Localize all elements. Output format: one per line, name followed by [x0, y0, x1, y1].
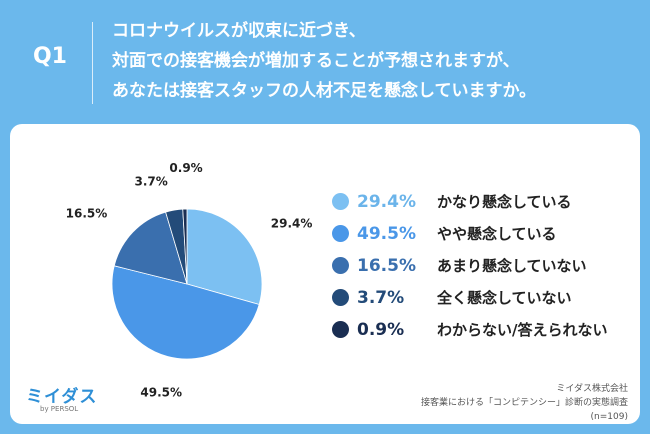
source-note: ミイダス株式会社 接客業における「コンピテンシー」診断の実態調査 (n=109) [421, 382, 628, 424]
question-text: コロナウイルスが収束に近づき、 対面での接客機会が増加することが予想されますが、… [112, 16, 642, 106]
legend-value: 29.4% [357, 192, 416, 212]
legend-item-3: 16.5% あまり懸念していない [332, 254, 622, 278]
legend-label: わからない/答えられない [437, 321, 608, 339]
legend-label: 全く懸念していない [437, 289, 572, 307]
pie-slice-3 [113, 211, 188, 285]
source-line-1: ミイダス株式会社 [556, 384, 628, 394]
source-line-3: (n=109) [590, 412, 628, 422]
header-divider [92, 22, 93, 104]
pie-chart: 29.4% 49.5% 16.5% 3.7%0.9% [66, 161, 313, 400]
legend-value: 0.9% [357, 320, 405, 340]
legend-swatch [332, 225, 349, 242]
legend-swatch [332, 193, 349, 210]
pie-value-label-4: 3.7% [135, 174, 168, 188]
legend-swatch [332, 257, 349, 274]
question-label: Q1 [32, 44, 67, 69]
brand-logo: ミイダス by PERSOL [26, 382, 97, 413]
question-header: Q1 コロナウイルスが収束に近づき、 対面での接客機会が増加することが予想されま… [0, 0, 650, 124]
legend-label: やや懸念している [437, 225, 557, 243]
source-line-2: 接客業における「コンピテンシー」診断の実態調査 [420, 398, 628, 408]
pie-value-label-3: 16.5% [66, 206, 108, 220]
question-line-2: 対面での接客機会が増加することが予想されますが、 [112, 51, 520, 71]
question-line-1: コロナウイルスが収束に近づき、 [112, 21, 366, 41]
legend-label: かなり懸念している [437, 193, 572, 211]
legend-item-2: 49.5% やや懸念している [332, 222, 622, 246]
legend-swatch [332, 321, 349, 338]
question-line-3: あなたは接客スタッフの人材不足を懸念していますか。 [112, 81, 537, 101]
legend-item-4: 3.7% 全く懸念していない [332, 286, 622, 310]
pie-value-label-5: 0.9% [169, 161, 202, 175]
legend-item-5: 0.9% わからない/答えられない [332, 318, 622, 342]
legend-value: 16.5% [357, 256, 416, 276]
legend-value: 49.5% [357, 224, 416, 244]
legend-label: あまり懸念していない [437, 257, 587, 275]
pie-value-label-2: 49.5% [140, 386, 182, 400]
legend-swatch [332, 289, 349, 306]
pie-value-label-1: 29.4% [271, 217, 313, 231]
pie-slice-5 [182, 208, 188, 285]
logo-byline: by PERSOL [40, 405, 79, 413]
chart-card: 29.4% 49.5% 16.5% 3.7% 0.9% 29.4% かなり懸念している … [10, 124, 640, 424]
pie-slice-2 [111, 265, 260, 360]
legend-value: 3.7% [357, 288, 405, 308]
pie-slice-1 [186, 208, 263, 305]
legend-item-1: 29.4% かなり懸念している [332, 190, 622, 214]
logo-wordmark: ミイダス [26, 387, 98, 407]
